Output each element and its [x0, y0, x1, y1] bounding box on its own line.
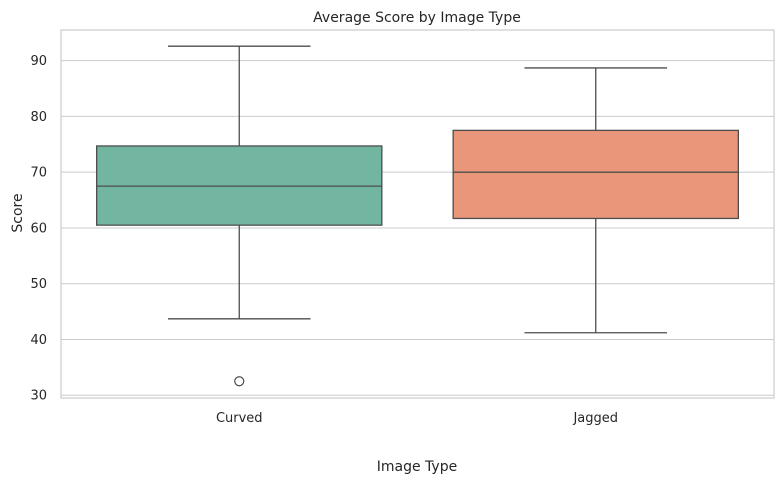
- y-tick-label: 90: [30, 54, 47, 69]
- box-curved: [96, 45, 383, 387]
- x-tick-label: Curved: [216, 411, 263, 426]
- tick-layer: 30 40 50 60 70 80 90 Curved Jagged: [30, 54, 618, 426]
- chart-title: Average Score by Image Type: [313, 10, 521, 26]
- y-tick-label: 40: [30, 333, 47, 348]
- y-tick-label: 60: [30, 221, 47, 236]
- box-layer: [96, 45, 740, 387]
- box-jagged: [452, 67, 740, 334]
- y-axis-label: Score: [10, 193, 26, 232]
- x-axis-label: Image Type: [377, 459, 457, 475]
- grid-layer: [61, 60, 774, 396]
- y-tick-label: 80: [30, 110, 47, 125]
- y-tick-label: 70: [30, 166, 47, 181]
- x-tick-label: Jagged: [572, 411, 618, 426]
- y-tick-label: 30: [30, 389, 47, 404]
- y-tick-label: 50: [30, 277, 47, 292]
- plot-frame: [60, 29, 775, 399]
- iqr-box: [452, 129, 740, 220]
- outlier-point: [234, 376, 245, 387]
